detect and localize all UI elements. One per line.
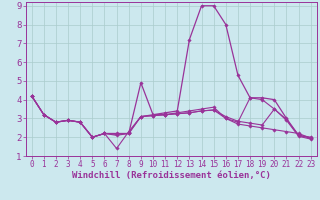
X-axis label: Windchill (Refroidissement éolien,°C): Windchill (Refroidissement éolien,°C) bbox=[72, 171, 271, 180]
